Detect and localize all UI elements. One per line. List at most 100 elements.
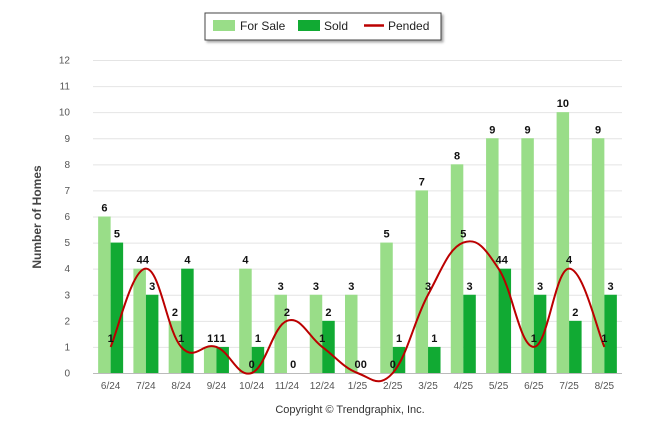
label-for-sale: 2: [172, 307, 178, 319]
label-pended: 1: [178, 333, 184, 345]
x-tick-label: 6/25: [524, 381, 544, 392]
label-pended: 1: [108, 333, 114, 345]
label-sold: 5: [114, 229, 120, 241]
label-pended: 0: [354, 359, 360, 371]
y-tick-label: 1: [64, 342, 70, 353]
label-pended: 4: [566, 255, 573, 267]
x-tick-label: 6/24: [101, 381, 121, 392]
bar-for-sale: [133, 268, 146, 373]
bar-for-sale: [591, 138, 605, 373]
bar-for-sale: [486, 138, 499, 373]
y-axis-title: Number of Homes: [30, 165, 44, 269]
label-for-sale: 1: [207, 333, 213, 345]
y-tick-label: 2: [64, 316, 70, 327]
bar-sold: [498, 268, 512, 373]
bar-for-sale: [556, 112, 570, 374]
bar-sold: [392, 346, 406, 373]
x-tick-label: 10/24: [239, 381, 264, 392]
label-for-sale: 5: [383, 229, 389, 241]
y-tick-label: 5: [64, 238, 70, 249]
x-tick-label: 9/24: [207, 381, 227, 392]
bar-for-sale: [239, 268, 252, 373]
label-for-sale: 10: [557, 98, 569, 110]
y-tick-label: 6: [64, 212, 70, 223]
y-tick-label: 7: [64, 186, 70, 197]
label-for-sale: 3: [278, 281, 284, 293]
bar-sold: [604, 294, 617, 373]
label-sold: 0: [361, 359, 367, 371]
bar-for-sale: [380, 242, 393, 373]
x-tick-label: 11/24: [275, 381, 300, 392]
label-for-sale: 9: [489, 124, 495, 136]
x-tick-label: 8/24: [171, 381, 191, 392]
label-pended: 2: [284, 307, 290, 319]
label-pended: 5: [460, 229, 466, 241]
label-for-sale: 3: [313, 281, 319, 293]
label-for-sale: 4: [242, 255, 249, 267]
label-for-sale: 9: [525, 124, 531, 136]
bar-for-sale: [521, 138, 534, 373]
bar-for-sale: [168, 320, 182, 373]
legend: For Sale Sold Pended: [204, 12, 442, 41]
label-pended: 1: [601, 333, 607, 345]
bar-sold: [428, 346, 441, 373]
bar-sold: [533, 294, 547, 373]
label-sold: 4: [184, 255, 191, 267]
label-pended: 4: [496, 255, 503, 267]
y-tick-label: 12: [59, 56, 71, 67]
legend-swatch-sold: [298, 20, 320, 31]
y-tick-label: 8: [64, 160, 70, 171]
bar-sold: [463, 294, 476, 373]
legend-box: [204, 12, 442, 41]
x-tick-label: 8/25: [595, 381, 615, 392]
label-sold: 3: [466, 281, 472, 293]
bar-for-sale: [345, 294, 358, 373]
y-tick-label: 3: [64, 290, 70, 301]
x-tick-label: 7/25: [559, 381, 579, 392]
label-pended: 1: [319, 333, 325, 345]
bar-sold: [145, 294, 159, 373]
bar-for-sale: [309, 294, 323, 373]
x-tick-label: 3/25: [418, 381, 438, 392]
x-tick-label: 5/25: [489, 381, 509, 392]
pended-line: [109, 240, 606, 383]
label-sold: 4: [502, 255, 509, 267]
bars: [98, 112, 617, 374]
label-sold: 1: [396, 333, 402, 345]
label-sold: 2: [572, 307, 578, 319]
label-sold: 3: [149, 281, 155, 293]
label-pended: 0: [390, 359, 396, 371]
bar-sold: [322, 320, 335, 373]
label-pended: 1: [531, 333, 537, 345]
y-tick-label: 4: [64, 264, 70, 275]
legend-label-sold: Sold: [324, 19, 348, 33]
label-for-sale: 3: [348, 281, 354, 293]
label-pended: 1: [213, 333, 219, 345]
legend-label-for-sale: For Sale: [240, 19, 286, 33]
y-tick-label: 11: [60, 82, 71, 93]
y-tick-label: 10: [59, 108, 71, 119]
legend-swatch-for-sale: [213, 20, 235, 31]
label-sold: 3: [537, 281, 543, 293]
label-for-sale: 8: [454, 150, 460, 162]
copyright-text: Copyright © Trendgraphix, Inc.: [275, 404, 424, 416]
bar-sold: [110, 242, 124, 373]
label-pended: 4: [143, 255, 150, 267]
y-tick-label: 0: [64, 369, 70, 380]
legend-label-pended: Pended: [388, 19, 429, 33]
bar-for-sale: [450, 164, 464, 373]
label-pended: 3: [425, 281, 431, 293]
bar-sold: [251, 346, 265, 373]
bar-for-sale: [274, 294, 287, 373]
label-for-sale: 4: [137, 255, 144, 267]
label-sold: 1: [431, 333, 437, 345]
x-tick-label: 4/25: [454, 381, 474, 392]
label-for-sale: 7: [419, 176, 425, 188]
y-tick-label: 9: [64, 134, 70, 145]
label-sold: 2: [325, 307, 331, 319]
x-tick-label: 12/24: [310, 381, 335, 392]
bar-sold: [181, 268, 194, 373]
x-tick-label: 7/24: [136, 381, 156, 392]
